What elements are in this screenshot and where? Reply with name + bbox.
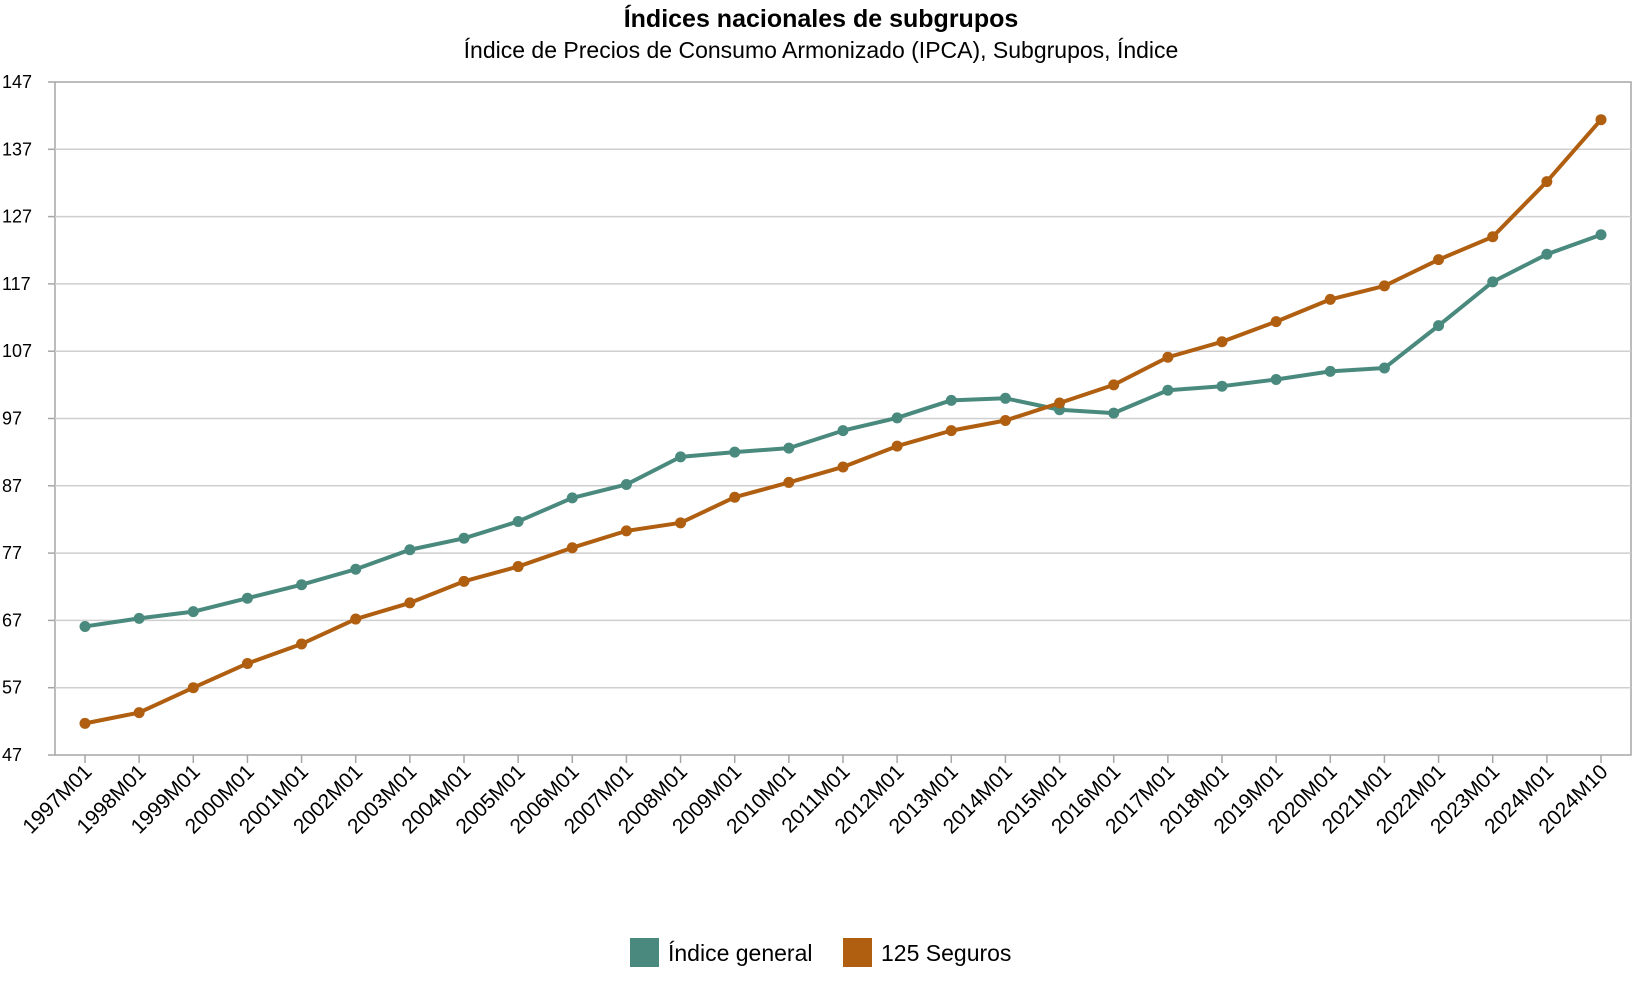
data-point [675,517,687,529]
data-point [241,592,253,604]
data-point [945,394,957,406]
data-point [566,542,578,554]
data-point [512,561,524,573]
data-point [187,682,199,694]
data-point [1216,336,1228,348]
y-tick-label: 137 [2,139,32,159]
y-tick-label: 67 [2,610,22,630]
data-point [1324,365,1336,377]
legend-label-125-seguros: 125 Seguros [881,940,1011,966]
gridlines [55,148,1631,689]
y-tick-label: 127 [2,207,32,227]
data-point [1487,276,1499,288]
data-point [296,579,308,591]
y-tick-label: 87 [2,476,22,496]
data-point [1216,380,1228,392]
y-tick-label: 97 [2,409,22,429]
data-point [675,451,687,463]
legend: Índice general 125 Seguros [630,938,1011,967]
data-point [1541,176,1553,188]
data-point [566,492,578,504]
data-point [729,446,741,458]
legend-label-indice-general: Índice general [668,940,813,966]
data-point [458,532,470,544]
data-point [79,717,91,729]
data-point [999,415,1011,427]
data-point [620,478,632,490]
x-axis-ticks: 1997M011998M011999M012000M012001M012002M… [18,755,1613,838]
data-point [1108,407,1120,419]
data-point [79,620,91,632]
data-point [350,563,362,575]
data-point [133,612,145,624]
data-point [1433,320,1445,332]
data-point [729,491,741,503]
y-tick-label: 77 [2,543,22,563]
data-point [783,476,795,488]
data-point [1324,293,1336,305]
y-axis-ticks: 47 57 67 77 87 97 107 117 127 137 147 [2,72,55,765]
data-point [296,638,308,650]
data-point [891,412,903,424]
series-1 [79,114,1607,729]
data-point [1378,280,1390,292]
data-point [1433,254,1445,266]
data-point [1541,248,1553,260]
data-point [945,425,957,437]
data-point [512,515,524,527]
y-tick-label: 107 [2,341,32,361]
data-point [1487,231,1499,243]
data-point [1108,379,1120,391]
data-point [241,657,253,669]
data-point [1595,229,1607,241]
data-point [187,606,199,618]
data-point [837,425,849,437]
data-point [1270,373,1282,385]
data-point [1162,351,1174,363]
data-point [1378,362,1390,374]
data-point [1270,316,1282,328]
data-point [350,613,362,625]
data-point [458,575,470,587]
y-tick-label: 47 [2,745,22,765]
data-point [891,440,903,452]
data-point [999,392,1011,404]
data-point [783,442,795,454]
y-tick-label: 57 [2,678,22,698]
data-point [837,461,849,473]
y-tick-label: 147 [2,72,32,92]
legend-swatch-125-seguros [843,938,872,967]
data-point [1595,114,1607,126]
chart-subtitle: Índice de Precios de Consumo Armonizado … [464,37,1179,63]
data-point [404,597,416,609]
data-point [620,525,632,537]
data-point [133,707,145,719]
data-point [1054,397,1066,409]
chart-title: Índices nacionales de subgrupos [624,4,1019,33]
data-point [1162,384,1174,396]
series-0 [79,229,1607,632]
y-tick-label: 117 [2,274,31,294]
data-point [404,544,416,556]
legend-swatch-indice-general [630,938,659,967]
series-lines [79,114,1607,729]
